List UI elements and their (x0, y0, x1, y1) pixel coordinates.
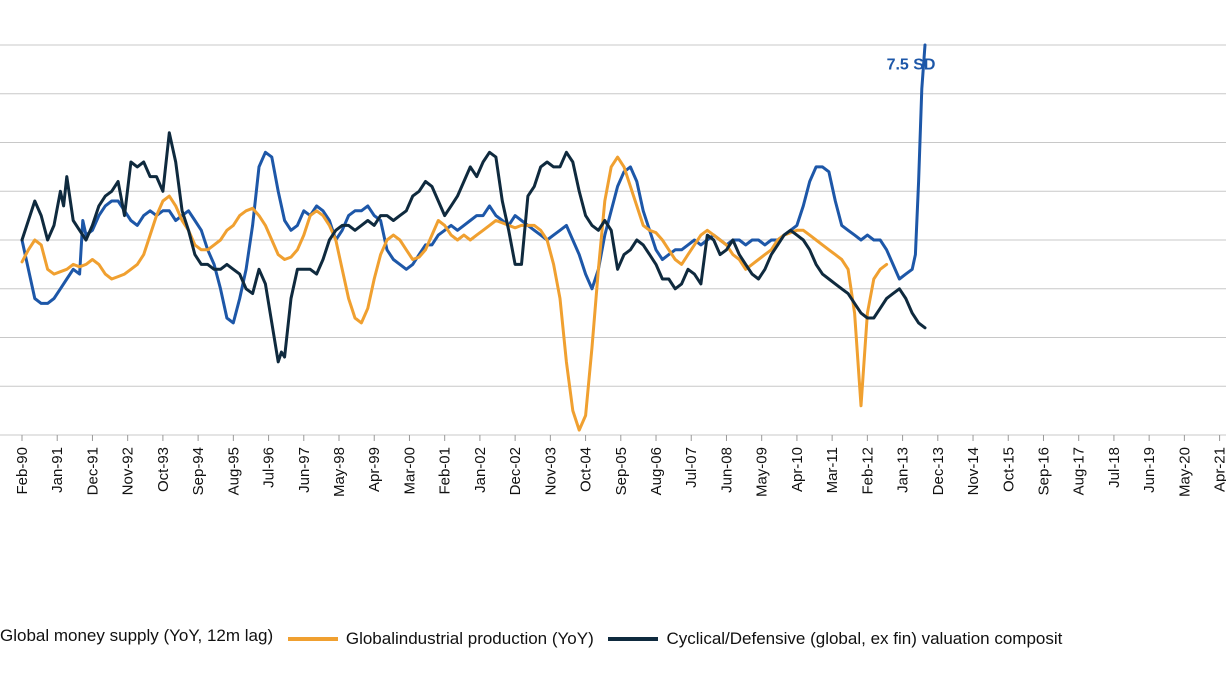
legend-label-valuation-composite: Cyclical/Defensive (global, ex fin) valu… (666, 629, 1063, 648)
x-tick-label: Mar-11 (824, 447, 841, 493)
x-tick-label: Feb-90 (14, 447, 31, 495)
x-tick-label: Nov-92 (120, 447, 137, 495)
x-tick-label: Feb-01 (437, 447, 454, 495)
x-tick-label: Jun-97 (296, 447, 313, 493)
series-line-industrial-production (20, 155, 889, 432)
x-tick-label: Sep-05 (613, 447, 630, 495)
x-tick-label: May-20 (1176, 447, 1193, 497)
x-tick-label: May-98 (331, 447, 348, 497)
x-tick-label: Aug-06 (648, 447, 665, 495)
x-tick-label: May-09 (754, 447, 771, 497)
x-tick-label: Dec-02 (507, 447, 524, 495)
legend-label-money-supply: Global money supply (YoY, 12m lag) (0, 626, 274, 645)
legend: Global money supply (YoY, 12m lag) Globa… (0, 626, 1226, 656)
x-tick-label: Oct-93 (155, 447, 172, 492)
x-tick-label: Apr-10 (789, 447, 806, 492)
x-tick-label: Jun-08 (718, 447, 735, 493)
x-tick-label: Jul-96 (261, 447, 278, 488)
series-line-valuation-composite (20, 131, 927, 364)
legend-swatch-valuation-composite (608, 637, 659, 641)
x-tick-label: Apr-21 (1212, 447, 1226, 492)
x-tick-label: Dec-91 (84, 447, 101, 495)
annotations: 7.5 SD (887, 56, 936, 73)
x-tick-label: Nov-03 (542, 447, 559, 495)
legend-item-money-supply: Global money supply (YoY, 12m lag) (0, 626, 273, 646)
x-tick-label: Apr-99 (366, 447, 383, 492)
annotation-label: 7.5 SD (887, 56, 936, 73)
x-tick-label: Dec-13 (930, 447, 947, 495)
legend-label-industrial-production: Globalindustrial production (YoY) (345, 629, 594, 648)
x-tick-label: Jul-18 (1106, 447, 1123, 488)
x-tick-label: Mar-00 (401, 447, 418, 495)
series-line-money-supply (20, 43, 927, 325)
legend-item-valuation-composite: Cyclical/Defensive (global, ex fin) valu… (598, 629, 1062, 649)
x-tick-label: Sep-94 (190, 447, 207, 495)
x-axis: Feb-90 Jan-91 Dec-91 Nov-92 Oct-93 Sep-94 Aug-… (14, 435, 1226, 497)
x-tick-label: Nov-14 (965, 447, 982, 495)
x-tick-label: Jun-19 (1141, 447, 1158, 493)
x-tick-label: Oct-15 (1000, 447, 1017, 492)
x-tick-label: Sep-16 (1035, 447, 1052, 495)
legend-item-industrial-production: Globalindustrial production (YoY) (278, 629, 594, 649)
line-chart: Feb-90 Jan-91 Dec-91 Nov-92 Oct-93 Sep-94 Aug-… (0, 43, 1226, 497)
legend-swatch-industrial-production (287, 637, 338, 641)
x-tick-label: Jan-02 (472, 447, 489, 493)
x-tick-label: Jan-13 (895, 447, 912, 493)
x-tick-label: Aug-17 (1071, 447, 1088, 495)
x-tick-label: Feb-12 (859, 447, 876, 495)
x-tick-label: Jul-07 (683, 447, 700, 488)
x-tick-label: Aug-95 (225, 447, 242, 495)
series-lines (20, 43, 927, 432)
x-tick-label: Oct-04 (578, 447, 595, 492)
x-tick-label: Jan-91 (49, 447, 66, 493)
